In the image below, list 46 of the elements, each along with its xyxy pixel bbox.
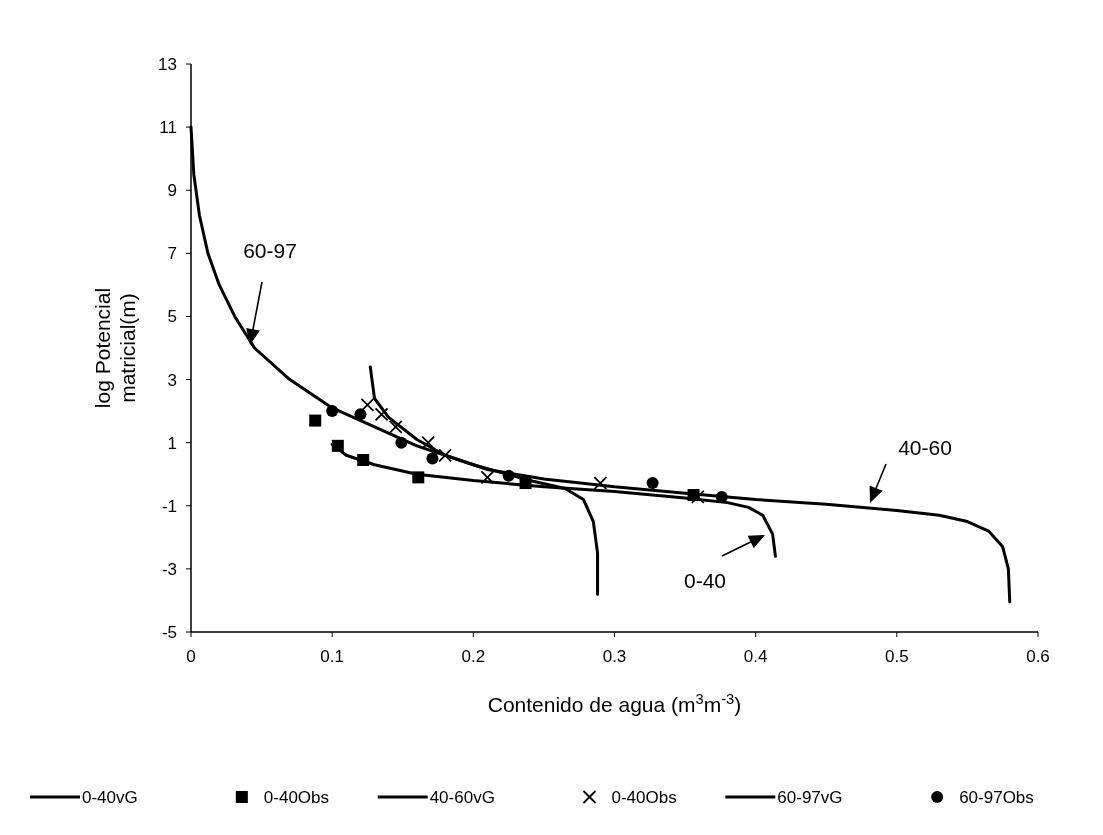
point — [360, 397, 375, 412]
legend-label: 0-40vG — [82, 788, 138, 807]
y-tick-label: 1 — [167, 433, 177, 453]
y-tick-label: -1 — [161, 496, 177, 516]
x-tick-label: 0.3 — [602, 647, 627, 666]
point — [412, 471, 425, 484]
legend-label: 0-40Obs — [611, 788, 677, 807]
legend-label: 40-60vG — [429, 788, 495, 807]
x-tick-label: 0.6 — [1026, 647, 1050, 666]
x-axis-title: Contenido de agua (m$^{3}$m$^{-3}$) — [487, 691, 742, 716]
y-tick-label: 3 — [167, 370, 177, 390]
annotation: 0-40 — [683, 569, 727, 592]
x-tick-label: 0 — [186, 647, 196, 666]
annotation: 60-97 — [243, 239, 297, 262]
legend-label: 60-97vG — [777, 788, 843, 807]
point — [309, 414, 322, 427]
point — [426, 452, 439, 465]
point — [480, 470, 495, 485]
point — [374, 407, 389, 422]
point — [326, 405, 339, 418]
annotation: 40-60 — [898, 436, 952, 459]
point — [646, 477, 659, 490]
y-axis-title: log Potencial matricial(m) — [91, 287, 139, 409]
point — [331, 439, 344, 452]
legend-label: 60-97Obs — [959, 788, 1034, 807]
point — [388, 419, 403, 434]
point — [502, 469, 515, 482]
x-tick-label: 0.2 — [461, 647, 486, 666]
x-tick-label: 0.5 — [885, 647, 909, 666]
legend-label: 0-40Obs — [263, 788, 330, 807]
y-tick-label: 5 — [167, 307, 177, 327]
point — [354, 408, 367, 421]
point — [690, 490, 705, 504]
point — [421, 435, 436, 450]
y-tick-label: 9 — [167, 181, 177, 201]
point — [395, 436, 408, 449]
y-tick-label: 13 — [158, 55, 177, 74]
point — [357, 454, 370, 467]
y-tick-label: 11 — [159, 118, 177, 138]
y-tick-label: -5 — [161, 623, 177, 642]
y-tick-label: -3 — [161, 559, 177, 579]
point — [593, 476, 608, 490]
x-tick-label: 0.1 — [320, 647, 344, 666]
point — [438, 448, 452, 463]
y-tick-label: 7 — [167, 244, 177, 264]
x-tick-label: 0.4 — [743, 647, 768, 666]
